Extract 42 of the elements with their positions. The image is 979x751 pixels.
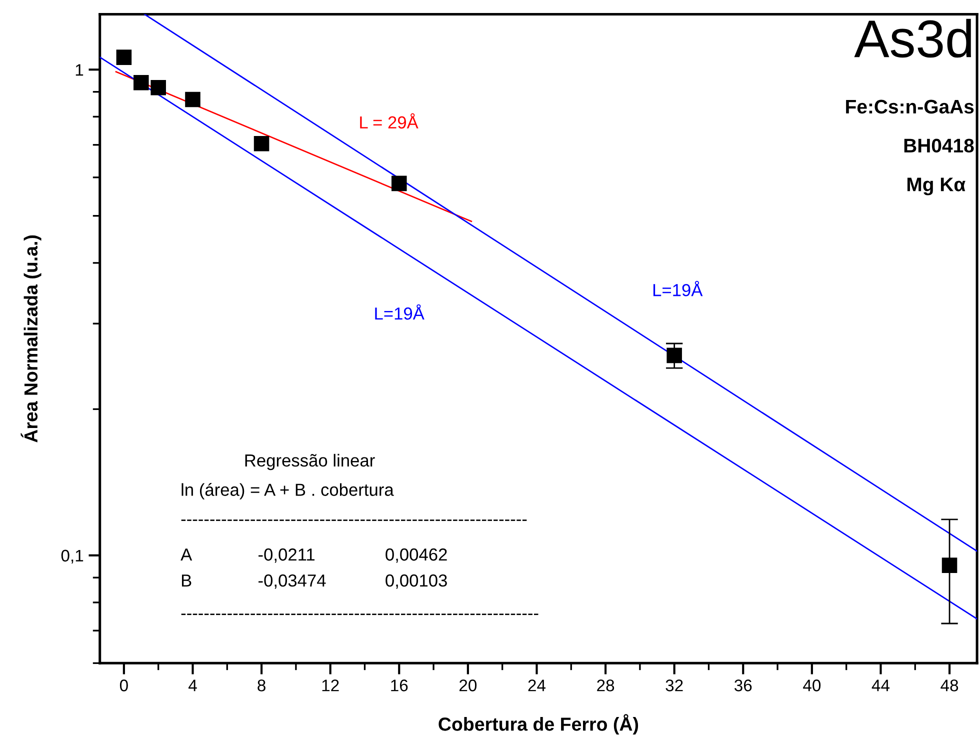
x-tick-label: 48 [940, 680, 958, 692]
text: L=19Å [653, 280, 703, 296]
annotation: -------------------------------------------------------------- [181, 614, 538, 616]
y-tick-label: 1 [76, 64, 84, 76]
text: L = 29Å [360, 113, 418, 129]
x-axis-title: Cobertura de Ferro (Å) [438, 714, 638, 735]
series-label: L=19Å [375, 304, 424, 320]
x-tick-label: 24 [528, 680, 546, 692]
x-tick-label: 20 [460, 680, 477, 692]
annotation: B [182, 574, 192, 587]
point [185, 92, 200, 108]
x-tick-label: 12 [322, 680, 339, 692]
x-tick-label: 28 [597, 680, 614, 692]
x-tick-label: 44 [872, 680, 890, 692]
x-tick-label: 4 [188, 680, 197, 692]
point [150, 80, 166, 96]
x-tick-label: 36 [734, 680, 752, 692]
annotation: 0,00462 [386, 548, 447, 563]
y-tick-label: 0,1 [61, 550, 84, 564]
annotation: ------------------------------------------------------------ [181, 520, 527, 521]
point [391, 176, 407, 192]
point [666, 348, 682, 364]
x-tick-label: 0 [120, 680, 128, 692]
annotation: As3d [854, 18, 972, 58]
y-axis-title: Área Normalizada (u.a.) [20, 235, 42, 442]
x-tick-label: 32 [666, 680, 683, 692]
x-tick-label: 8 [258, 680, 266, 692]
annotation: 0,00103 [386, 574, 447, 589]
annotation: -0,0211 [258, 548, 315, 563]
annotation: ln (área) = A + B . cobertura [182, 482, 394, 500]
point [116, 50, 132, 65]
annotation: Fe:Cs:n-GaAs [846, 100, 974, 114]
point [942, 558, 958, 573]
annotation: A [180, 548, 192, 561]
annotation: -0,03474 [258, 574, 326, 589]
x-tick-label: 16 [391, 680, 408, 692]
annotation: BH0418 [904, 138, 974, 153]
point [134, 75, 149, 90]
x-tick-label: 40 [803, 680, 821, 692]
point [254, 136, 270, 152]
annotation: Mg Kα [907, 178, 966, 196]
annotation: Regressão linear [245, 454, 375, 470]
